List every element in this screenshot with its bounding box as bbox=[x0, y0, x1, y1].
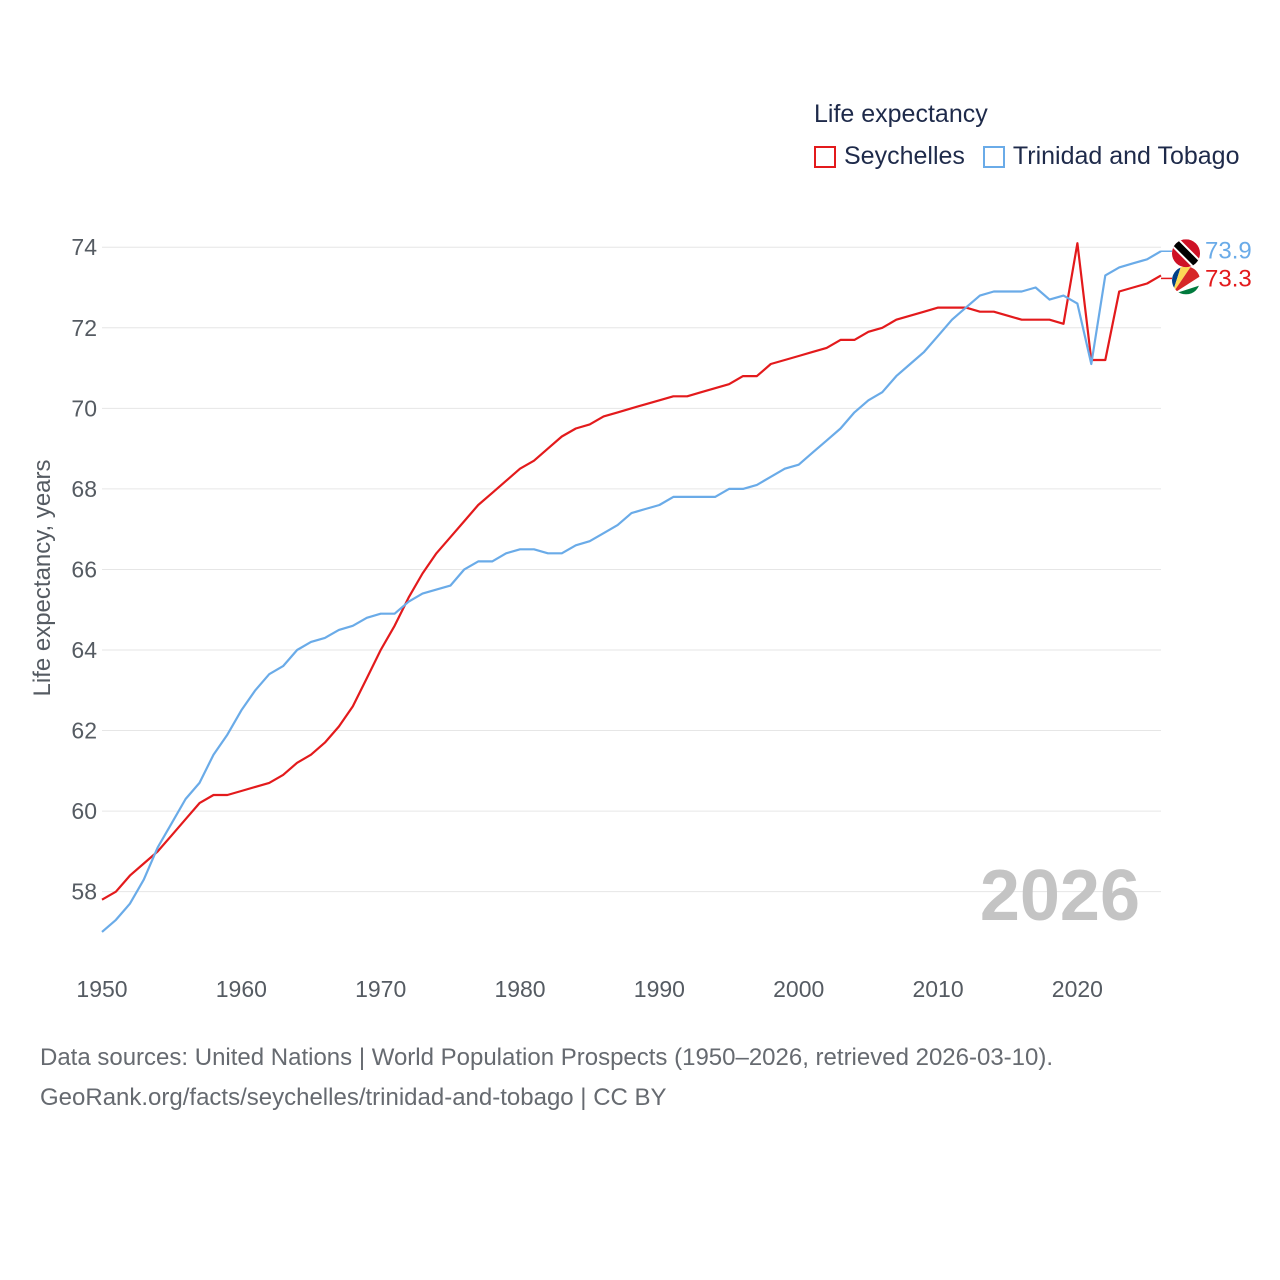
year-watermark: 2026 bbox=[980, 856, 1140, 936]
x-tick-1960: 1960 bbox=[216, 976, 267, 1002]
y-tick-64: 64 bbox=[71, 637, 97, 663]
y-tick-74: 74 bbox=[71, 234, 97, 260]
y-tick-62: 62 bbox=[71, 718, 97, 744]
legend-label-trinidad-and-tobago: Trinidad and Tobago bbox=[1012, 142, 1240, 170]
y-tick-70: 70 bbox=[71, 395, 97, 421]
series-line-seychelles[interactable] bbox=[101, 242, 1162, 901]
footer-sources: Data sources: United Nations | World Pop… bbox=[40, 1044, 1054, 1071]
seychelles-flag bbox=[1172, 266, 1200, 295]
end-labels: 73.973.3 bbox=[1161, 237, 1252, 295]
end-label-trinidad-and-tobago: 73.9 bbox=[1205, 237, 1252, 264]
end-label-seychelles: 73.3 bbox=[1205, 265, 1252, 292]
y-tick-72: 72 bbox=[71, 315, 97, 341]
legend-item-seychelles[interactable]: Seychelles bbox=[814, 142, 965, 171]
legend-item-trinidad-and-tobago[interactable]: Trinidad and Tobago bbox=[982, 142, 1240, 171]
x-tick-1980: 1980 bbox=[494, 976, 545, 1002]
footer-link[interactable]: GeoRank.org/facts/seychelles/trinidad-an… bbox=[40, 1084, 667, 1111]
legend-label-seychelles: Seychelles bbox=[844, 142, 965, 170]
grid-lines bbox=[102, 246, 1161, 893]
x-tick-2000: 2000 bbox=[773, 976, 824, 1002]
y-tick-60: 60 bbox=[71, 798, 97, 824]
legend-swatch-trinidad-and-tobago bbox=[982, 145, 1005, 168]
y-tick-66: 66 bbox=[71, 556, 97, 582]
y-tick-58: 58 bbox=[71, 879, 97, 905]
trinidad-and-tobago-flag bbox=[1172, 239, 1200, 268]
legend-swatch-seychelles bbox=[814, 145, 836, 168]
legend: Seychelles Trinidad and Tobago bbox=[814, 142, 1257, 171]
x-tick-1970: 1970 bbox=[355, 976, 406, 1002]
x-tick-1950: 1950 bbox=[76, 976, 127, 1002]
series-lines bbox=[101, 242, 1162, 933]
x-tick-1990: 1990 bbox=[634, 976, 685, 1002]
y-tick-68: 68 bbox=[71, 476, 97, 502]
y-axis-title: Life expectancy, years bbox=[29, 459, 56, 696]
x-axis-ticks: 1950 1960 1970 1980 1990 2000 2010 2020 bbox=[76, 976, 1103, 1002]
x-tick-2020: 2020 bbox=[1052, 976, 1103, 1002]
legend-title: Life expectancy bbox=[814, 100, 988, 128]
x-tick-2010: 2010 bbox=[912, 976, 963, 1002]
y-axis-ticks: 58 60 62 64 66 68 70 72 74 bbox=[71, 234, 97, 904]
series-line-trinidad-and-tobago[interactable] bbox=[101, 250, 1162, 933]
